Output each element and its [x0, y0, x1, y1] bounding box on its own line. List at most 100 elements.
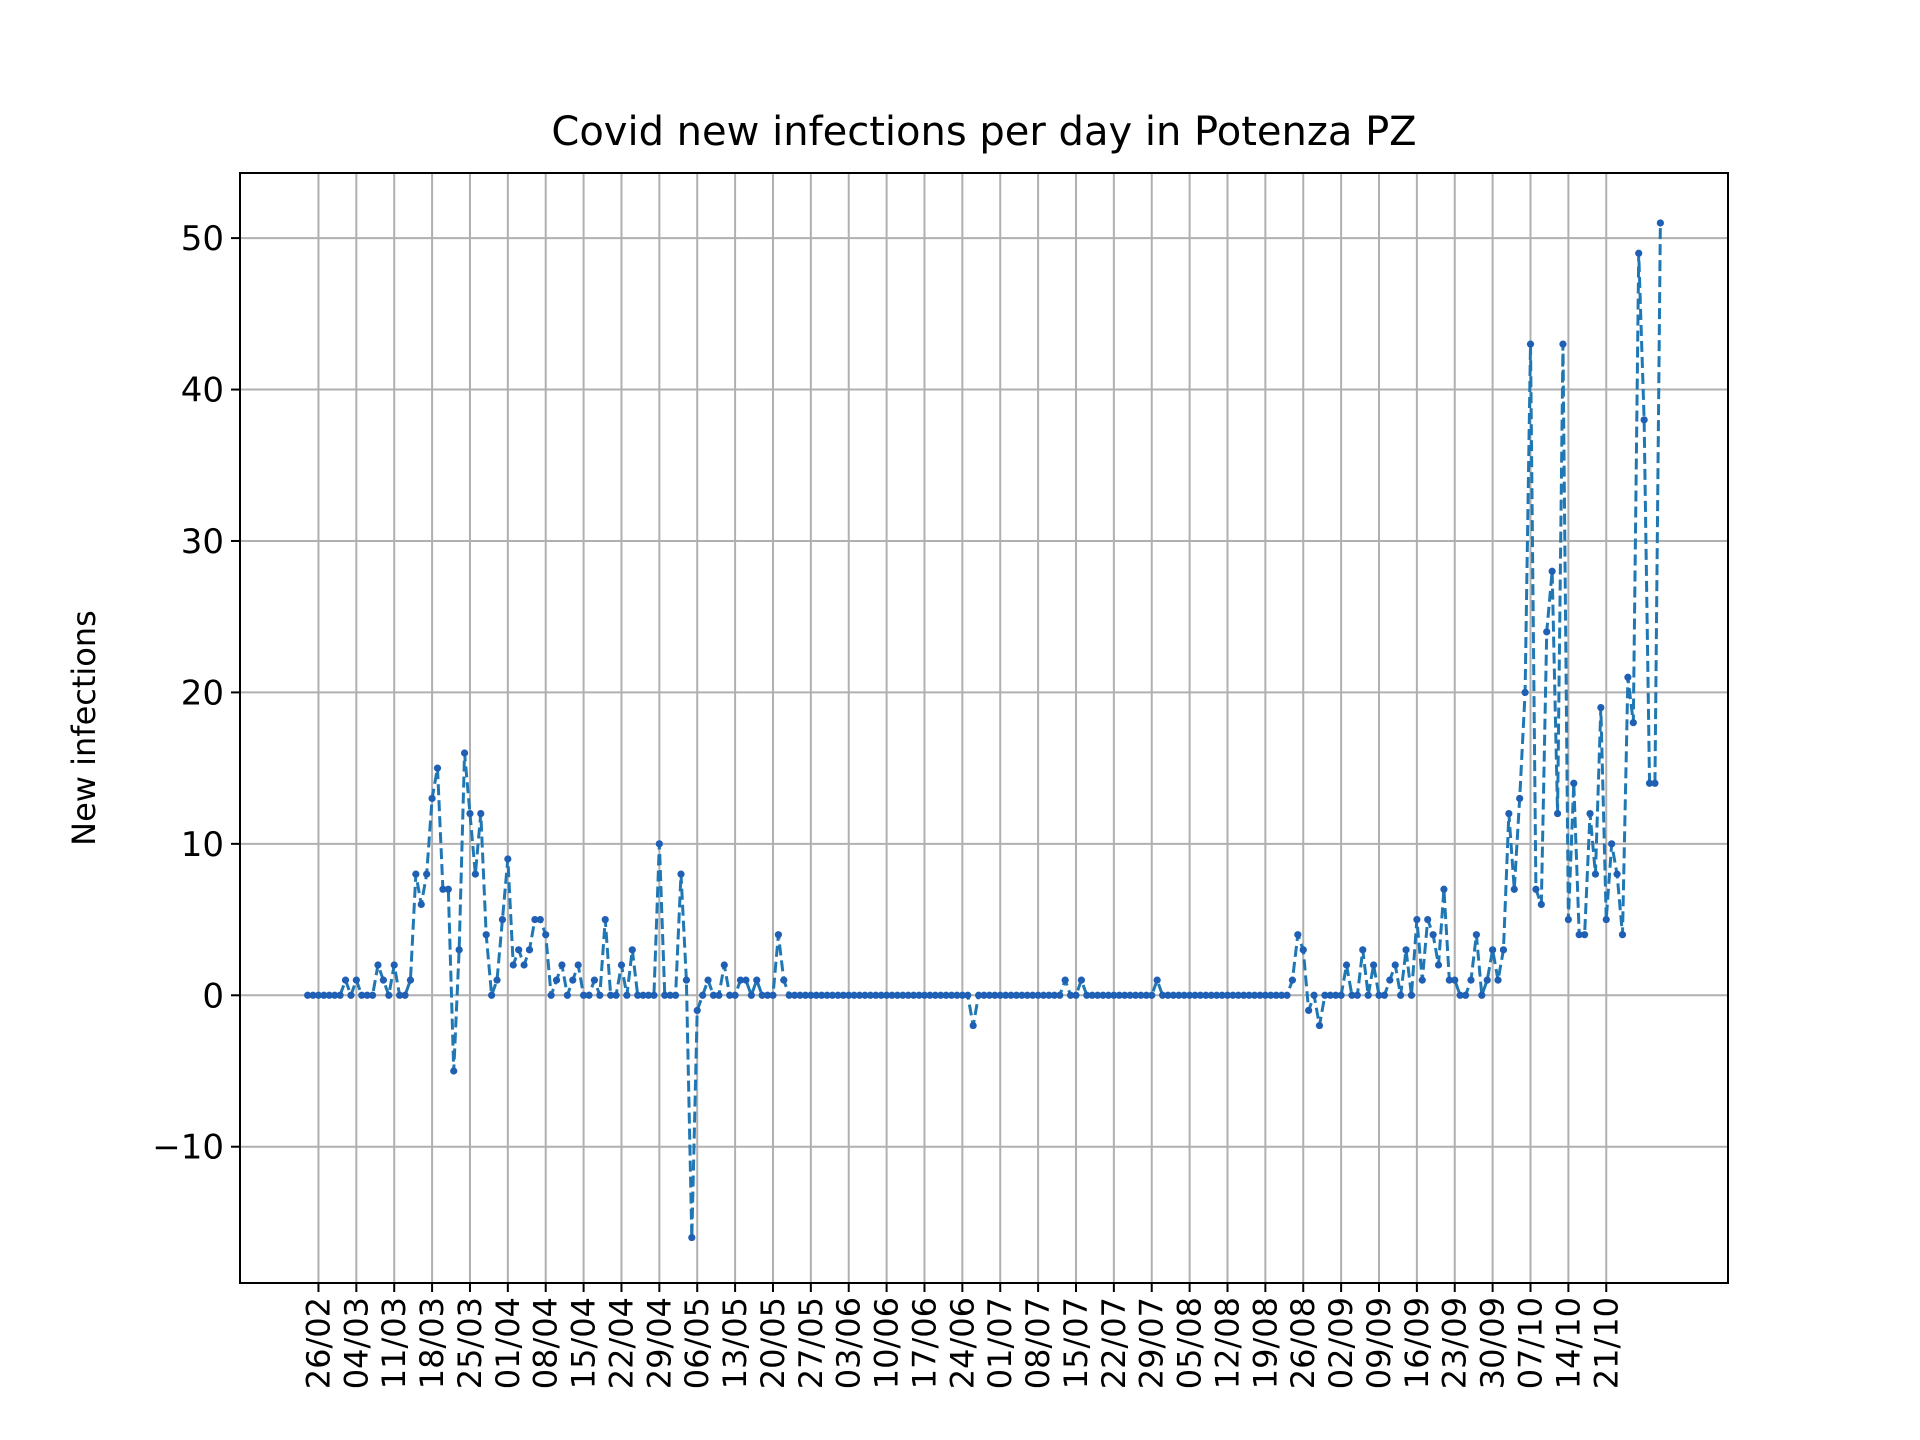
data-point [1310, 991, 1318, 999]
data-point [1553, 809, 1562, 818]
data-point [661, 991, 669, 999]
data-point [796, 991, 804, 999]
data-point [1002, 991, 1010, 999]
x-tick-label: 01/04 [489, 1297, 527, 1389]
data-point [450, 1067, 458, 1075]
data-point [1651, 779, 1659, 787]
data-point [417, 900, 425, 909]
data-point [1342, 961, 1351, 969]
data-point [677, 870, 685, 878]
data-point [1321, 991, 1329, 999]
data-point [1332, 991, 1340, 999]
data-point [471, 870, 479, 878]
y-tick-label: 40 [181, 371, 224, 411]
data-point [1191, 991, 1199, 999]
x-tick-label: 25/03 [451, 1297, 489, 1389]
data-point [536, 915, 544, 924]
data-point [1196, 991, 1205, 999]
data-point [1023, 991, 1031, 999]
data-point [1288, 976, 1297, 984]
data-point [1624, 673, 1632, 681]
x-tick-label: 05/08 [1171, 1297, 1209, 1389]
x-tick-label: 21/10 [1587, 1297, 1625, 1389]
data-point [585, 991, 593, 999]
data-point [1516, 794, 1524, 803]
data-point [850, 991, 858, 999]
data-point [341, 976, 350, 984]
data-point [1261, 991, 1269, 999]
data-point [791, 991, 799, 999]
data-point [1526, 340, 1535, 348]
data-point [639, 991, 647, 999]
data-point [872, 991, 880, 999]
data-point [482, 931, 490, 939]
x-tick-label: 07/10 [1512, 1297, 1550, 1389]
data-point [1326, 991, 1334, 999]
data-point [304, 991, 312, 999]
x-tick-label: 01/07 [981, 1297, 1019, 1389]
data-point [331, 991, 339, 999]
x-tick-label: 18/03 [413, 1297, 451, 1389]
data-point [1115, 991, 1123, 999]
y-tick-label: −10 [152, 1128, 224, 1168]
data-point [1099, 991, 1107, 999]
data-point [736, 976, 745, 984]
data-point [1635, 249, 1643, 257]
data-point [1608, 840, 1616, 848]
chart-title: Covid new infections per day in Potenza … [551, 109, 1416, 155]
data-point [1375, 991, 1383, 999]
data-point [1018, 991, 1026, 999]
data-point [1039, 991, 1048, 999]
data-point [363, 991, 371, 999]
data-point [644, 991, 653, 999]
data-point [358, 991, 366, 999]
data-point [1169, 991, 1177, 999]
data-point [1640, 416, 1648, 424]
data-point [460, 749, 469, 757]
data-point [1234, 991, 1242, 999]
data-point [1418, 976, 1426, 984]
x-tick-label: 26/02 [299, 1297, 337, 1389]
data-point [688, 1233, 696, 1242]
data-point [1467, 976, 1475, 984]
data-point [412, 870, 420, 878]
data-point [569, 976, 577, 984]
data-point [953, 991, 961, 999]
data-point [1337, 991, 1345, 999]
data-point [1126, 991, 1134, 999]
data-point [1369, 961, 1378, 969]
data-point [552, 976, 561, 984]
x-tick-label: 11/03 [375, 1297, 413, 1389]
data-point [433, 764, 442, 772]
data-point [336, 991, 344, 999]
data-point [1072, 991, 1080, 999]
data-point [309, 991, 317, 999]
data-point [1391, 961, 1399, 969]
data-point [1137, 991, 1145, 999]
data-point [1521, 688, 1529, 697]
data-point [769, 991, 777, 999]
data-point [709, 991, 718, 999]
data-point [855, 991, 864, 999]
x-tick-label: 03/06 [830, 1297, 868, 1389]
plot-frame [239, 172, 1729, 1284]
data-point [1613, 870, 1621, 878]
data-point [1656, 219, 1664, 227]
data-point [731, 991, 739, 999]
data-point [1570, 779, 1578, 787]
data-point [390, 961, 398, 969]
data-point [579, 991, 588, 999]
data-point [531, 915, 539, 924]
data-point [1456, 991, 1464, 999]
data-point [1131, 991, 1140, 999]
x-tick-label: 22/07 [1095, 1297, 1133, 1389]
data-point [612, 991, 620, 999]
data-point [910, 991, 918, 999]
x-tick-label: 15/07 [1057, 1297, 1095, 1389]
data-point [347, 991, 355, 999]
data-point [823, 991, 831, 999]
data-point [520, 961, 528, 969]
data-point [488, 991, 496, 999]
data-point [1007, 991, 1015, 999]
data-point [1440, 885, 1448, 893]
